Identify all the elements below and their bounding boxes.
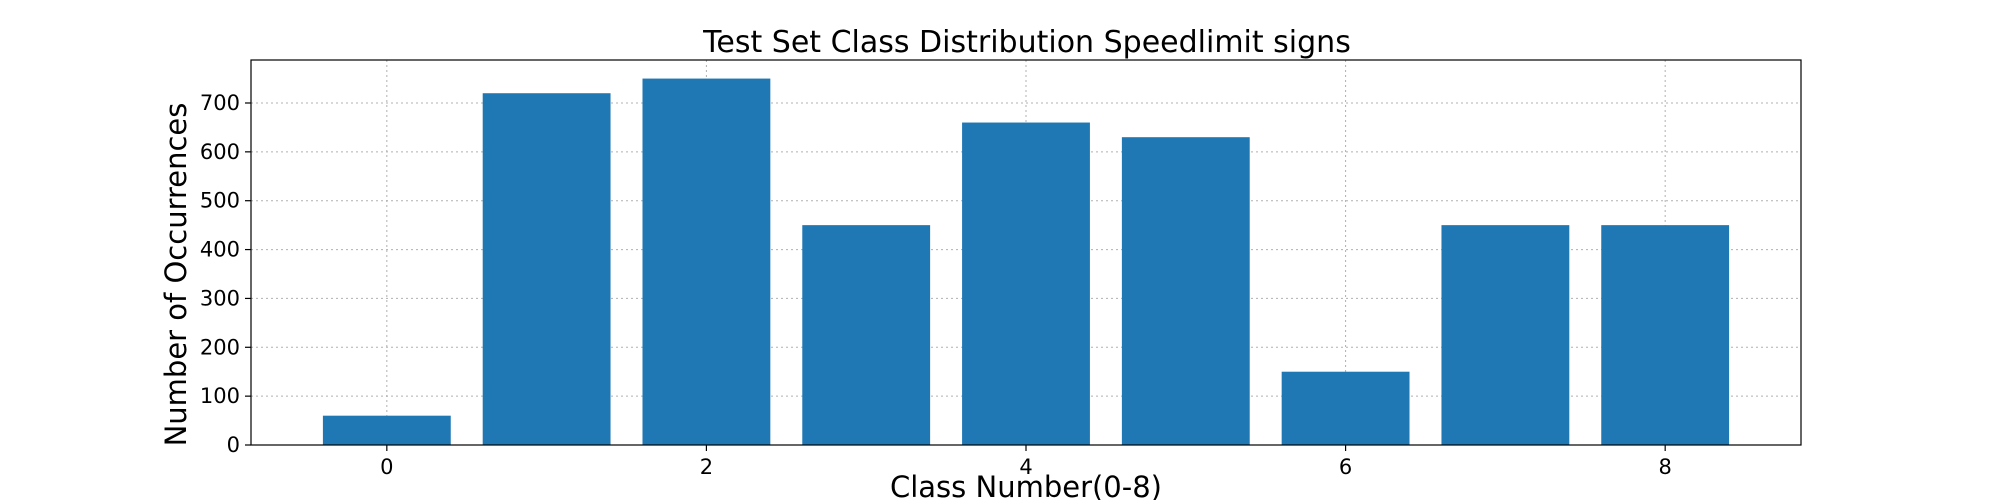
x-tick-label: 4 [1019,455,1032,479]
y-tick-label: 100 [200,384,240,408]
bar-class-0 [322,415,451,445]
axis-ticks: 0 2 4 6 8 0 100 200 300 400 500 600 700 [200,91,1672,479]
y-tick-label: 500 [200,189,240,213]
chart-title: Test Set Class Distribution Speedlimit s… [702,25,1351,60]
bar-class-3 [802,225,931,445]
x-axis-label: Class Number(0-8) [890,470,1162,500]
y-tick-label: 300 [200,286,240,310]
x-tick-label: 6 [1339,455,1352,479]
bar-class-5 [1121,137,1250,445]
x-tick-label: 2 [700,455,713,479]
y-tick-label: 200 [200,335,240,359]
x-tick-label: 8 [1658,455,1671,479]
bar-class-2 [642,78,771,446]
y-axis-label: Number of Occurrences [159,103,193,447]
y-tick-label: 400 [200,238,240,262]
bar-class-1 [482,93,611,445]
y-tick-label: 700 [200,91,240,115]
y-tick-label: 0 [227,433,240,457]
bar-class-6 [1281,371,1410,445]
bar-class-7 [1441,225,1570,445]
bars [322,78,1730,446]
y-tick-label: 600 [200,140,240,164]
bar-class-8 [1601,225,1730,445]
bar-class-4 [962,122,1090,445]
x-tick-label: 0 [380,455,393,479]
